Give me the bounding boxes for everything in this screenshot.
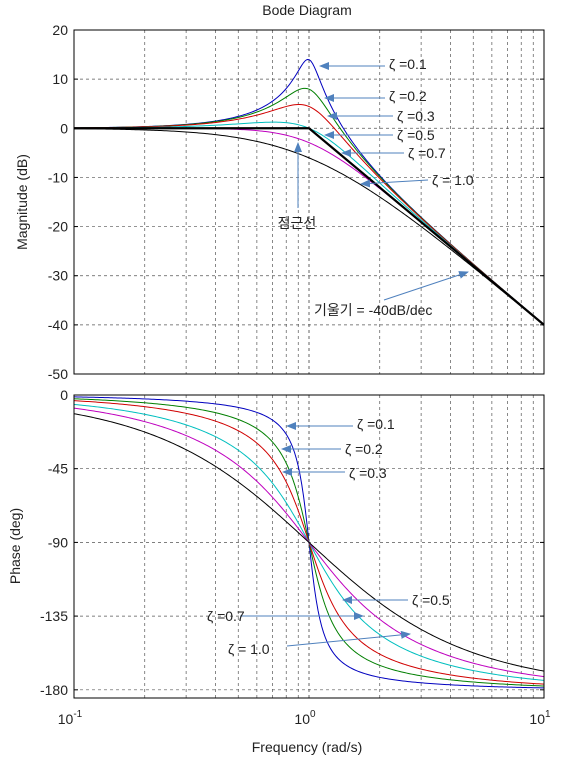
- y-tick-label: 0: [60, 387, 68, 403]
- annotation-slope: 기울기 = -40dB/dec: [314, 302, 432, 318]
- phase-curves: [73, 396, 545, 689]
- annotation-mag-zeta-10: ζ = 1.0: [432, 172, 474, 188]
- magnitude-y-ticks: 20 10 0 -10 -20 -30 -40 -50: [48, 22, 544, 382]
- x-tick-exponent: 1: [545, 709, 551, 720]
- annotation-arrow-slope: [383, 271, 469, 301]
- annotation-arrow-zeta-10: [360, 179, 429, 188]
- phase-annotations: ζ =0.1 ζ =0.2 ζ =0.3 ζ =0.5 ζ =0.7 ζ = 1…: [207, 416, 450, 657]
- magnitude-y-label: Magnitude (dB): [14, 154, 30, 250]
- y-tick-label: -40: [48, 317, 68, 333]
- phase-grid: [74, 395, 544, 698]
- annotation-mag-zeta-07: ζ =0.7: [408, 145, 446, 161]
- magnitude-curves: [73, 58, 545, 326]
- x-tick-base: 10: [294, 711, 310, 727]
- annotation-mag-zeta-03: ζ =0.3: [397, 108, 435, 124]
- y-tick-label: 20: [52, 22, 68, 38]
- frequency-x-ticks: 10-1 100 101: [58, 709, 551, 727]
- annotation-mag-zeta-01: ζ =0.1: [389, 56, 427, 72]
- x-tick-base: 10: [58, 711, 74, 727]
- magnitude-annotations: ζ =0.1 ζ =0.2 ζ =0.3 ζ =0.5 ζ =0.7 ζ = 1…: [278, 56, 474, 318]
- magnitude-grid: [74, 30, 544, 374]
- y-tick-label: -180: [40, 682, 68, 698]
- annotation-phase-zeta-10: ζ = 1.0: [228, 641, 270, 657]
- magnitude-curve-zeta-1: [73, 128, 545, 326]
- annotation-asymptote: 점근선: [278, 215, 317, 231]
- y-tick-label: 0: [60, 120, 68, 136]
- magnitude-curve-zeta-03: [73, 103, 545, 325]
- phase-y-ticks: 0 -45 -90 -135 -180: [40, 387, 544, 698]
- annotation-phase-zeta-07: ζ =0.7: [207, 608, 245, 624]
- annotation-phase-zeta-05: ζ =0.5: [412, 592, 450, 608]
- y-tick-label: -50: [48, 366, 68, 382]
- annotation-phase-zeta-01: ζ =0.1: [357, 416, 395, 432]
- chart-title: Bode Diagram: [262, 2, 352, 18]
- annotation-phase-zeta-03: ζ =0.3: [349, 465, 387, 481]
- magnitude-axes-box: [73, 29, 545, 375]
- y-tick-label: -30: [48, 268, 68, 284]
- annotation-phase-zeta-02: ζ =0.2: [345, 441, 383, 457]
- x-tick-exponent: -1: [73, 709, 82, 720]
- x-tick-label: 101: [529, 709, 551, 727]
- frequency-x-label: Frequency (rad/s): [252, 739, 362, 755]
- phase-y-label: Phase (deg): [7, 508, 23, 584]
- y-tick-label: -135: [40, 608, 68, 624]
- y-tick-label: -45: [48, 461, 68, 477]
- phase-axes-box: [73, 394, 545, 699]
- y-tick-label: -10: [48, 169, 68, 185]
- x-tick-label: 10-1: [58, 709, 83, 727]
- annotation-mag-zeta-05: ζ =0.5: [397, 127, 435, 143]
- x-tick-label: 100: [294, 709, 316, 727]
- phase-curve-zeta-1: [73, 413, 545, 672]
- x-tick-base: 10: [529, 711, 545, 727]
- annotation-arrow-phase-zeta-10: [286, 630, 411, 647]
- annotation-mag-zeta-02: ζ =0.2: [389, 88, 427, 104]
- y-tick-label: -90: [48, 534, 68, 550]
- asymptote-line: [74, 127, 545, 326]
- x-tick-exponent: 0: [310, 709, 316, 720]
- y-tick-label: 10: [52, 71, 68, 87]
- y-tick-label: -20: [48, 219, 68, 235]
